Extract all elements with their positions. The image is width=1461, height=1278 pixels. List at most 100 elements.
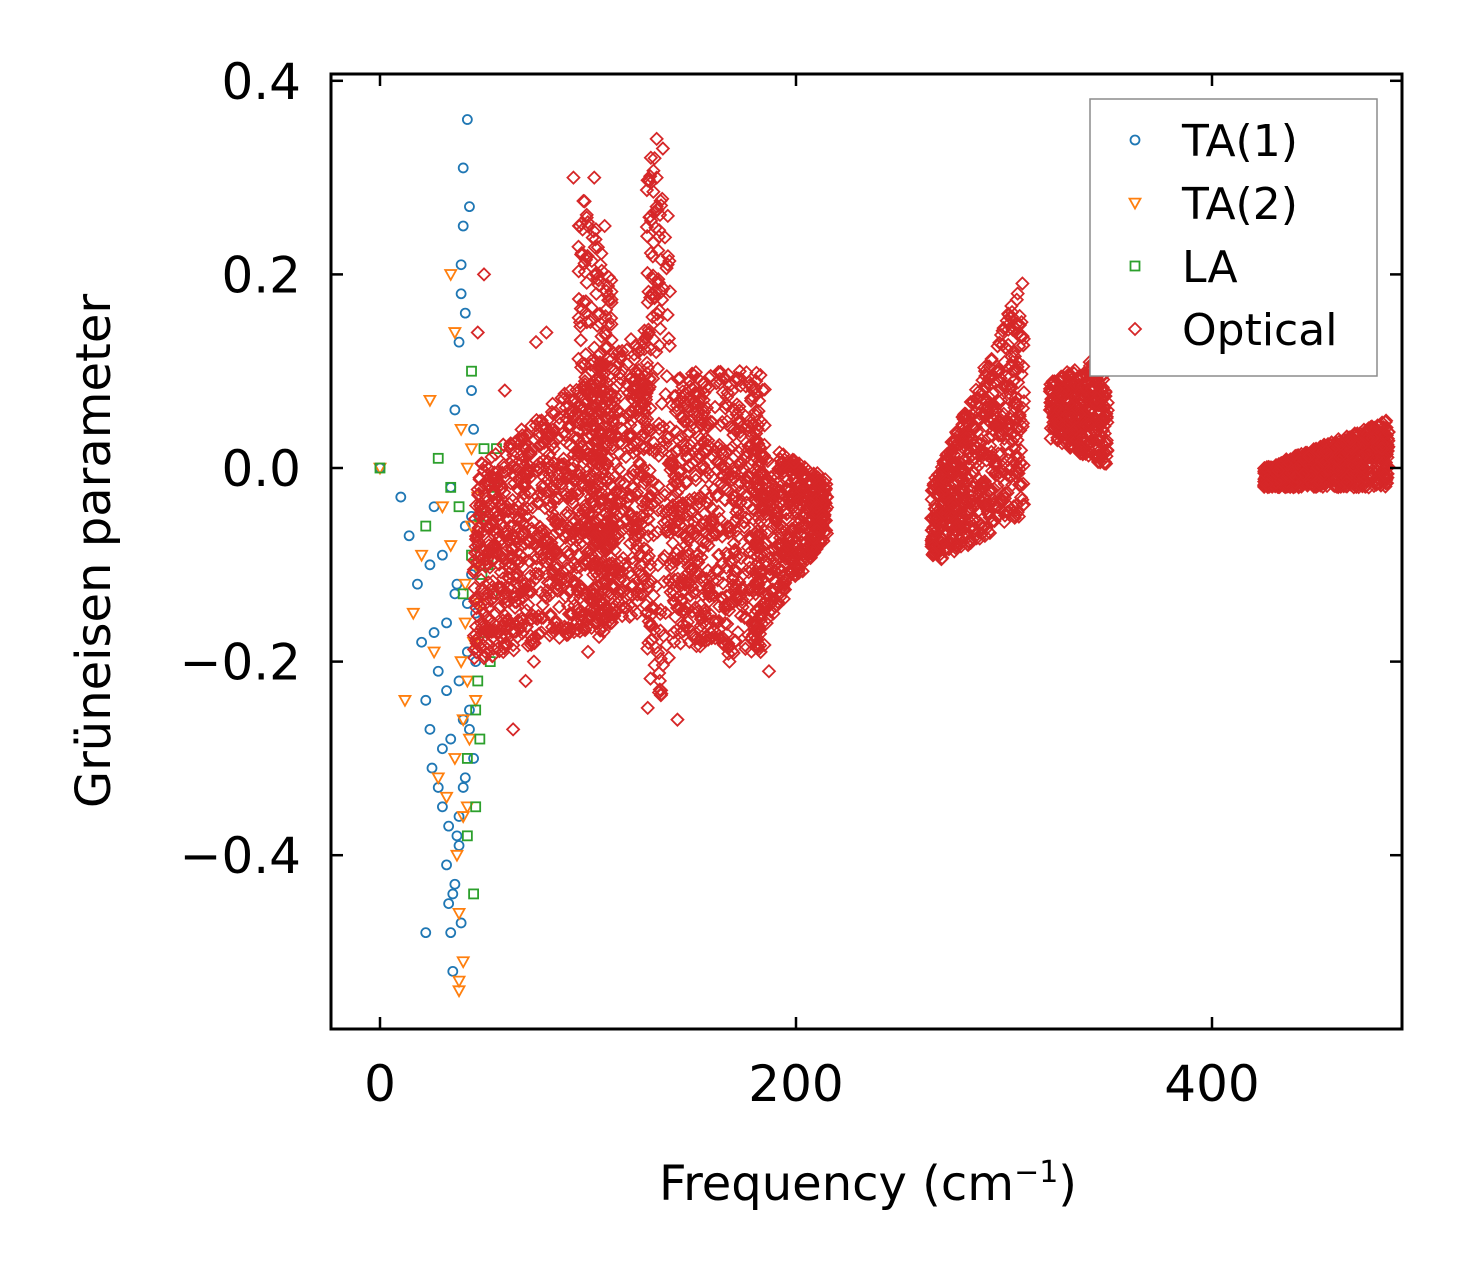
ta-2--point (435, 501, 450, 515)
optical-point (686, 444, 701, 460)
optical-point (1333, 437, 1348, 452)
optical-point (591, 277, 607, 293)
optical-point (580, 519, 596, 534)
optical-point (694, 609, 709, 625)
optical-point (786, 522, 802, 538)
optical-point (619, 342, 635, 358)
ta-1--point (441, 859, 452, 871)
optical-point (612, 349, 628, 365)
optical-point (514, 618, 529, 634)
optical-point (486, 512, 501, 528)
optical-point (733, 454, 748, 469)
optical-point (952, 531, 968, 546)
optical-point (711, 504, 726, 519)
optical-point (587, 471, 603, 487)
optical-point (623, 488, 639, 504)
optical-point (603, 549, 619, 565)
optical-point (1355, 478, 1370, 494)
ta-1--point (459, 307, 471, 319)
optical-point (681, 459, 697, 475)
optical-point (594, 329, 609, 344)
optical-point (600, 428, 616, 443)
ta-2--point (456, 811, 471, 824)
optical-point (635, 335, 650, 350)
optical-point (976, 445, 991, 460)
optical-point (525, 442, 540, 457)
optical-point (667, 595, 682, 610)
optical-point (770, 561, 786, 576)
optical-point (984, 353, 999, 368)
optical-point (1001, 306, 1016, 322)
optical-point (570, 606, 586, 621)
optical-point (672, 512, 687, 528)
optical-point (1009, 292, 1025, 307)
optical-point (1359, 431, 1375, 447)
optical-point (466, 628, 482, 644)
optical-point (958, 493, 974, 509)
optical-point (643, 150, 659, 165)
optical-point (759, 554, 775, 569)
optical-point (730, 529, 746, 544)
optical-point (709, 527, 724, 542)
optical-point (621, 408, 636, 424)
optical-point (556, 451, 571, 467)
optical-point (1009, 459, 1025, 474)
la-point (468, 888, 480, 900)
optical-point (927, 525, 943, 540)
optical-point (706, 482, 721, 497)
ta-1--point (428, 627, 440, 638)
optical-point (603, 310, 619, 326)
optical-point (955, 479, 970, 495)
optical-point (1080, 416, 1096, 432)
optical-point (947, 456, 962, 471)
optical-point (682, 588, 698, 603)
optical-point (573, 332, 589, 348)
optical-point (775, 519, 790, 534)
data-points (372, 114, 1396, 999)
optical-point (499, 447, 514, 463)
optical-point (600, 317, 616, 332)
optical-point (645, 483, 660, 498)
ta-1--point (426, 762, 438, 774)
optical-point (677, 619, 693, 635)
optical-point (583, 489, 599, 505)
optical-point (642, 561, 658, 577)
optical-point (672, 505, 687, 520)
optical-point (961, 417, 976, 432)
optical-point (643, 401, 658, 416)
optical-point (593, 485, 609, 500)
optical-point (481, 636, 496, 652)
optical-point (946, 500, 961, 516)
optical-point (750, 576, 766, 592)
optical-point (680, 575, 696, 591)
optical-point (777, 582, 793, 597)
optical-point (517, 486, 532, 501)
optical-point (761, 587, 776, 602)
optical-point (531, 438, 547, 454)
optical-point (1007, 510, 1022, 526)
optical-point (623, 505, 638, 521)
optical-point (595, 606, 611, 622)
optical-point (733, 441, 749, 457)
optical-point (542, 428, 557, 443)
optical-point (938, 453, 954, 468)
optical-point (981, 524, 996, 539)
optical-point (986, 481, 1002, 497)
optical-point (538, 588, 553, 603)
optical-point (730, 411, 745, 427)
series-optical (466, 131, 1396, 737)
optical-point (1051, 415, 1067, 431)
optical-point (563, 560, 578, 575)
optical-point (929, 512, 944, 528)
optical-point (711, 364, 726, 380)
optical-point (564, 607, 579, 623)
optical-point (639, 355, 655, 371)
optical-point (528, 418, 544, 433)
optical-point (604, 316, 619, 332)
optical-point (605, 412, 621, 428)
optical-point (613, 484, 629, 499)
optical-point (534, 413, 549, 428)
ta-1--point (445, 927, 457, 939)
optical-point (598, 328, 614, 343)
optical-point (1000, 337, 1016, 353)
